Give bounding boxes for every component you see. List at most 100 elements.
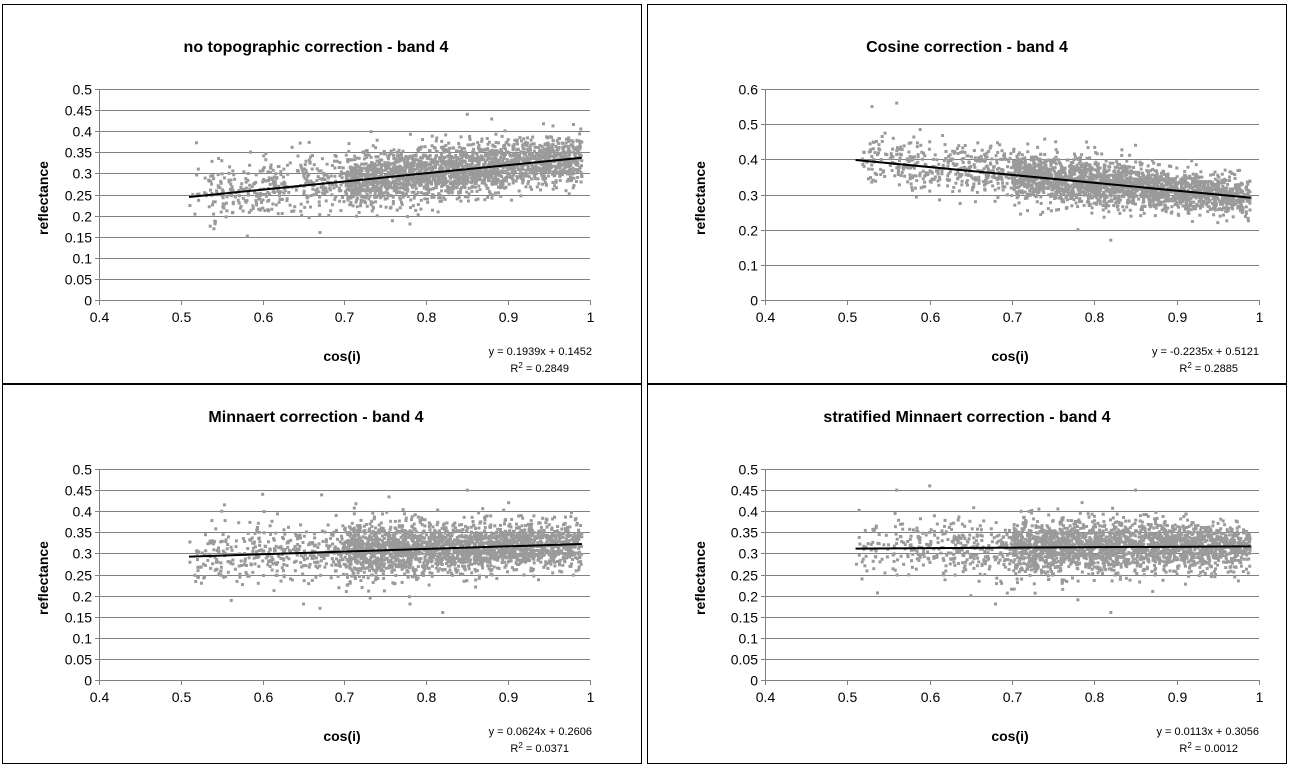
scatter-point — [541, 167, 545, 171]
scatter-point — [502, 144, 506, 148]
scatter-point — [500, 152, 503, 156]
scatter-point — [1049, 164, 1053, 168]
scatter-point — [1205, 180, 1209, 184]
scatter-point — [391, 186, 395, 190]
scatter-point — [1221, 202, 1224, 206]
scatter-point — [195, 173, 199, 177]
scatter-point — [436, 210, 440, 214]
scatter-point — [1084, 171, 1088, 175]
scatter-point — [1105, 194, 1109, 198]
scatter-point — [951, 190, 955, 193]
scatter-point — [1209, 173, 1213, 177]
scatter-point — [520, 139, 523, 143]
scatter-point — [1155, 184, 1159, 187]
scatter-point — [521, 181, 525, 185]
scatter-point — [1033, 164, 1037, 168]
scatter-point — [455, 197, 459, 201]
scatter-point — [353, 184, 357, 188]
scatter-point — [331, 183, 334, 187]
scatter-point — [455, 159, 459, 163]
scatter-point — [424, 179, 428, 183]
scatter-point — [242, 170, 246, 174]
scatter-point — [428, 149, 432, 153]
scatter-point — [1041, 179, 1045, 183]
scatter-point — [1125, 177, 1129, 180]
scatter-point — [501, 157, 505, 161]
scatter-point — [1040, 167, 1044, 171]
scatter-point — [432, 161, 436, 165]
scatter-point — [393, 186, 397, 190]
scatter-point — [217, 157, 221, 160]
scatter-point — [401, 149, 405, 153]
scatter-point — [1169, 211, 1173, 215]
scatter-point — [334, 154, 338, 158]
scatter-point — [910, 155, 914, 159]
scatter-point — [1166, 194, 1170, 198]
scatter-point — [511, 144, 515, 148]
scatter-point — [355, 198, 359, 202]
scatter-point — [1183, 194, 1187, 198]
scatter-point — [1055, 208, 1059, 212]
scatter-point — [419, 207, 423, 211]
scatter-point — [489, 161, 493, 165]
scatter-point — [480, 158, 484, 162]
scatter-point — [342, 200, 346, 204]
scatter-point — [309, 155, 313, 159]
scatter-point — [448, 146, 452, 150]
scatter-point — [1034, 195, 1038, 199]
x-tick-label: 0.7 — [335, 309, 355, 325]
scatter-point — [1181, 176, 1185, 180]
scatter-point — [1160, 200, 1164, 204]
scatter-point — [1216, 190, 1220, 194]
y-tick-label: 0.05 — [65, 272, 92, 288]
scatter-point — [395, 178, 399, 182]
scatter-point — [1005, 193, 1009, 197]
scatter-point — [500, 149, 504, 153]
scatter-point — [227, 178, 231, 182]
scatter-point — [231, 202, 235, 206]
scatter-point — [1229, 202, 1233, 206]
scatter-point — [1012, 149, 1016, 153]
scatter-point — [1153, 169, 1157, 173]
scatter-point — [1094, 160, 1098, 164]
scatter-point — [910, 188, 914, 192]
scatter-point — [468, 171, 472, 175]
scatter-point — [471, 150, 475, 154]
scatter-point — [435, 162, 439, 166]
scatter-point — [521, 158, 525, 162]
scatter-point — [392, 148, 396, 152]
scatter-point — [1133, 178, 1137, 182]
scatter-point — [229, 187, 233, 191]
scatter-point — [334, 182, 337, 186]
scatter-point — [992, 173, 996, 177]
scatter-point — [367, 197, 371, 201]
scatter-point — [451, 159, 455, 163]
scatter-point — [973, 176, 977, 180]
scatter-point — [483, 160, 487, 164]
scatter-point — [314, 191, 318, 195]
scatter-point — [1046, 187, 1050, 191]
scatter-point — [1186, 208, 1190, 212]
scatter-point — [419, 198, 423, 202]
scatter-point — [359, 204, 362, 208]
scatter-point — [495, 149, 499, 153]
scatter-point — [274, 184, 278, 188]
scatter-point — [1082, 193, 1086, 197]
scatter-point — [482, 170, 486, 173]
scatter-point — [890, 169, 894, 172]
scatter-point — [543, 174, 546, 178]
scatter-point — [353, 154, 357, 158]
scatter-point — [191, 193, 195, 197]
scatter-point — [315, 167, 319, 171]
scatter-point — [1205, 200, 1209, 204]
scatter-point — [487, 176, 490, 180]
scatter-point — [358, 184, 362, 188]
scatter-point — [1104, 189, 1108, 193]
scatter-point — [873, 171, 877, 175]
scatter-point — [245, 199, 249, 203]
scatter-point — [406, 189, 410, 193]
scatter-point — [956, 177, 960, 181]
scatter-point — [416, 181, 420, 185]
scatter-point — [1036, 185, 1040, 188]
scatter-point — [1117, 166, 1121, 170]
